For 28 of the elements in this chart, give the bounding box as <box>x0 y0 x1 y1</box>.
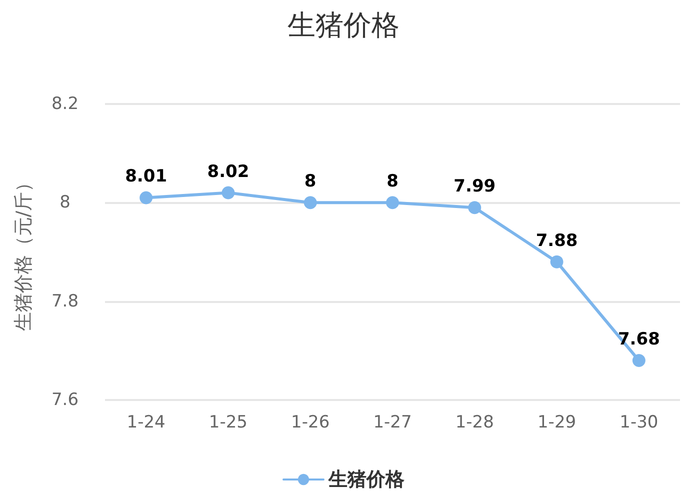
point <box>632 354 646 368</box>
point <box>386 196 399 210</box>
x-tick-label: 1-28 <box>455 412 494 432</box>
data-label: 7.99 <box>454 176 496 197</box>
point <box>468 201 482 214</box>
data-label: 8 <box>386 172 398 192</box>
legend-label: 生猪价格 <box>328 468 406 490</box>
data-label: 8.02 <box>207 162 250 182</box>
x-tick-label: 1-27 <box>373 412 412 432</box>
data-label: 8.01 <box>125 166 168 187</box>
y-tick-label: 7.6 <box>51 390 79 410</box>
data-label: 8 <box>304 172 316 192</box>
x-tick-label: 1-30 <box>620 412 658 432</box>
data-label: 7.88 <box>536 230 578 251</box>
x-tick-label: 1-25 <box>208 412 248 432</box>
x-tick-label: 1-26 <box>291 412 330 432</box>
point <box>140 191 153 204</box>
y-tick-label: 8 <box>60 192 70 213</box>
point <box>304 196 317 210</box>
y-axis-title: 生猪价格（元/斤） <box>12 172 34 332</box>
chart-title: 生猪价格 <box>288 8 400 42</box>
y-tick-label: 7.8 <box>51 291 79 312</box>
point <box>550 255 564 268</box>
x-tick-label: 1-24 <box>126 412 166 432</box>
data-label: 7.68 <box>618 330 660 350</box>
point <box>222 186 235 200</box>
x-tick-label: 1-29 <box>537 412 576 432</box>
y-tick-label: 8.2 <box>51 94 79 114</box>
